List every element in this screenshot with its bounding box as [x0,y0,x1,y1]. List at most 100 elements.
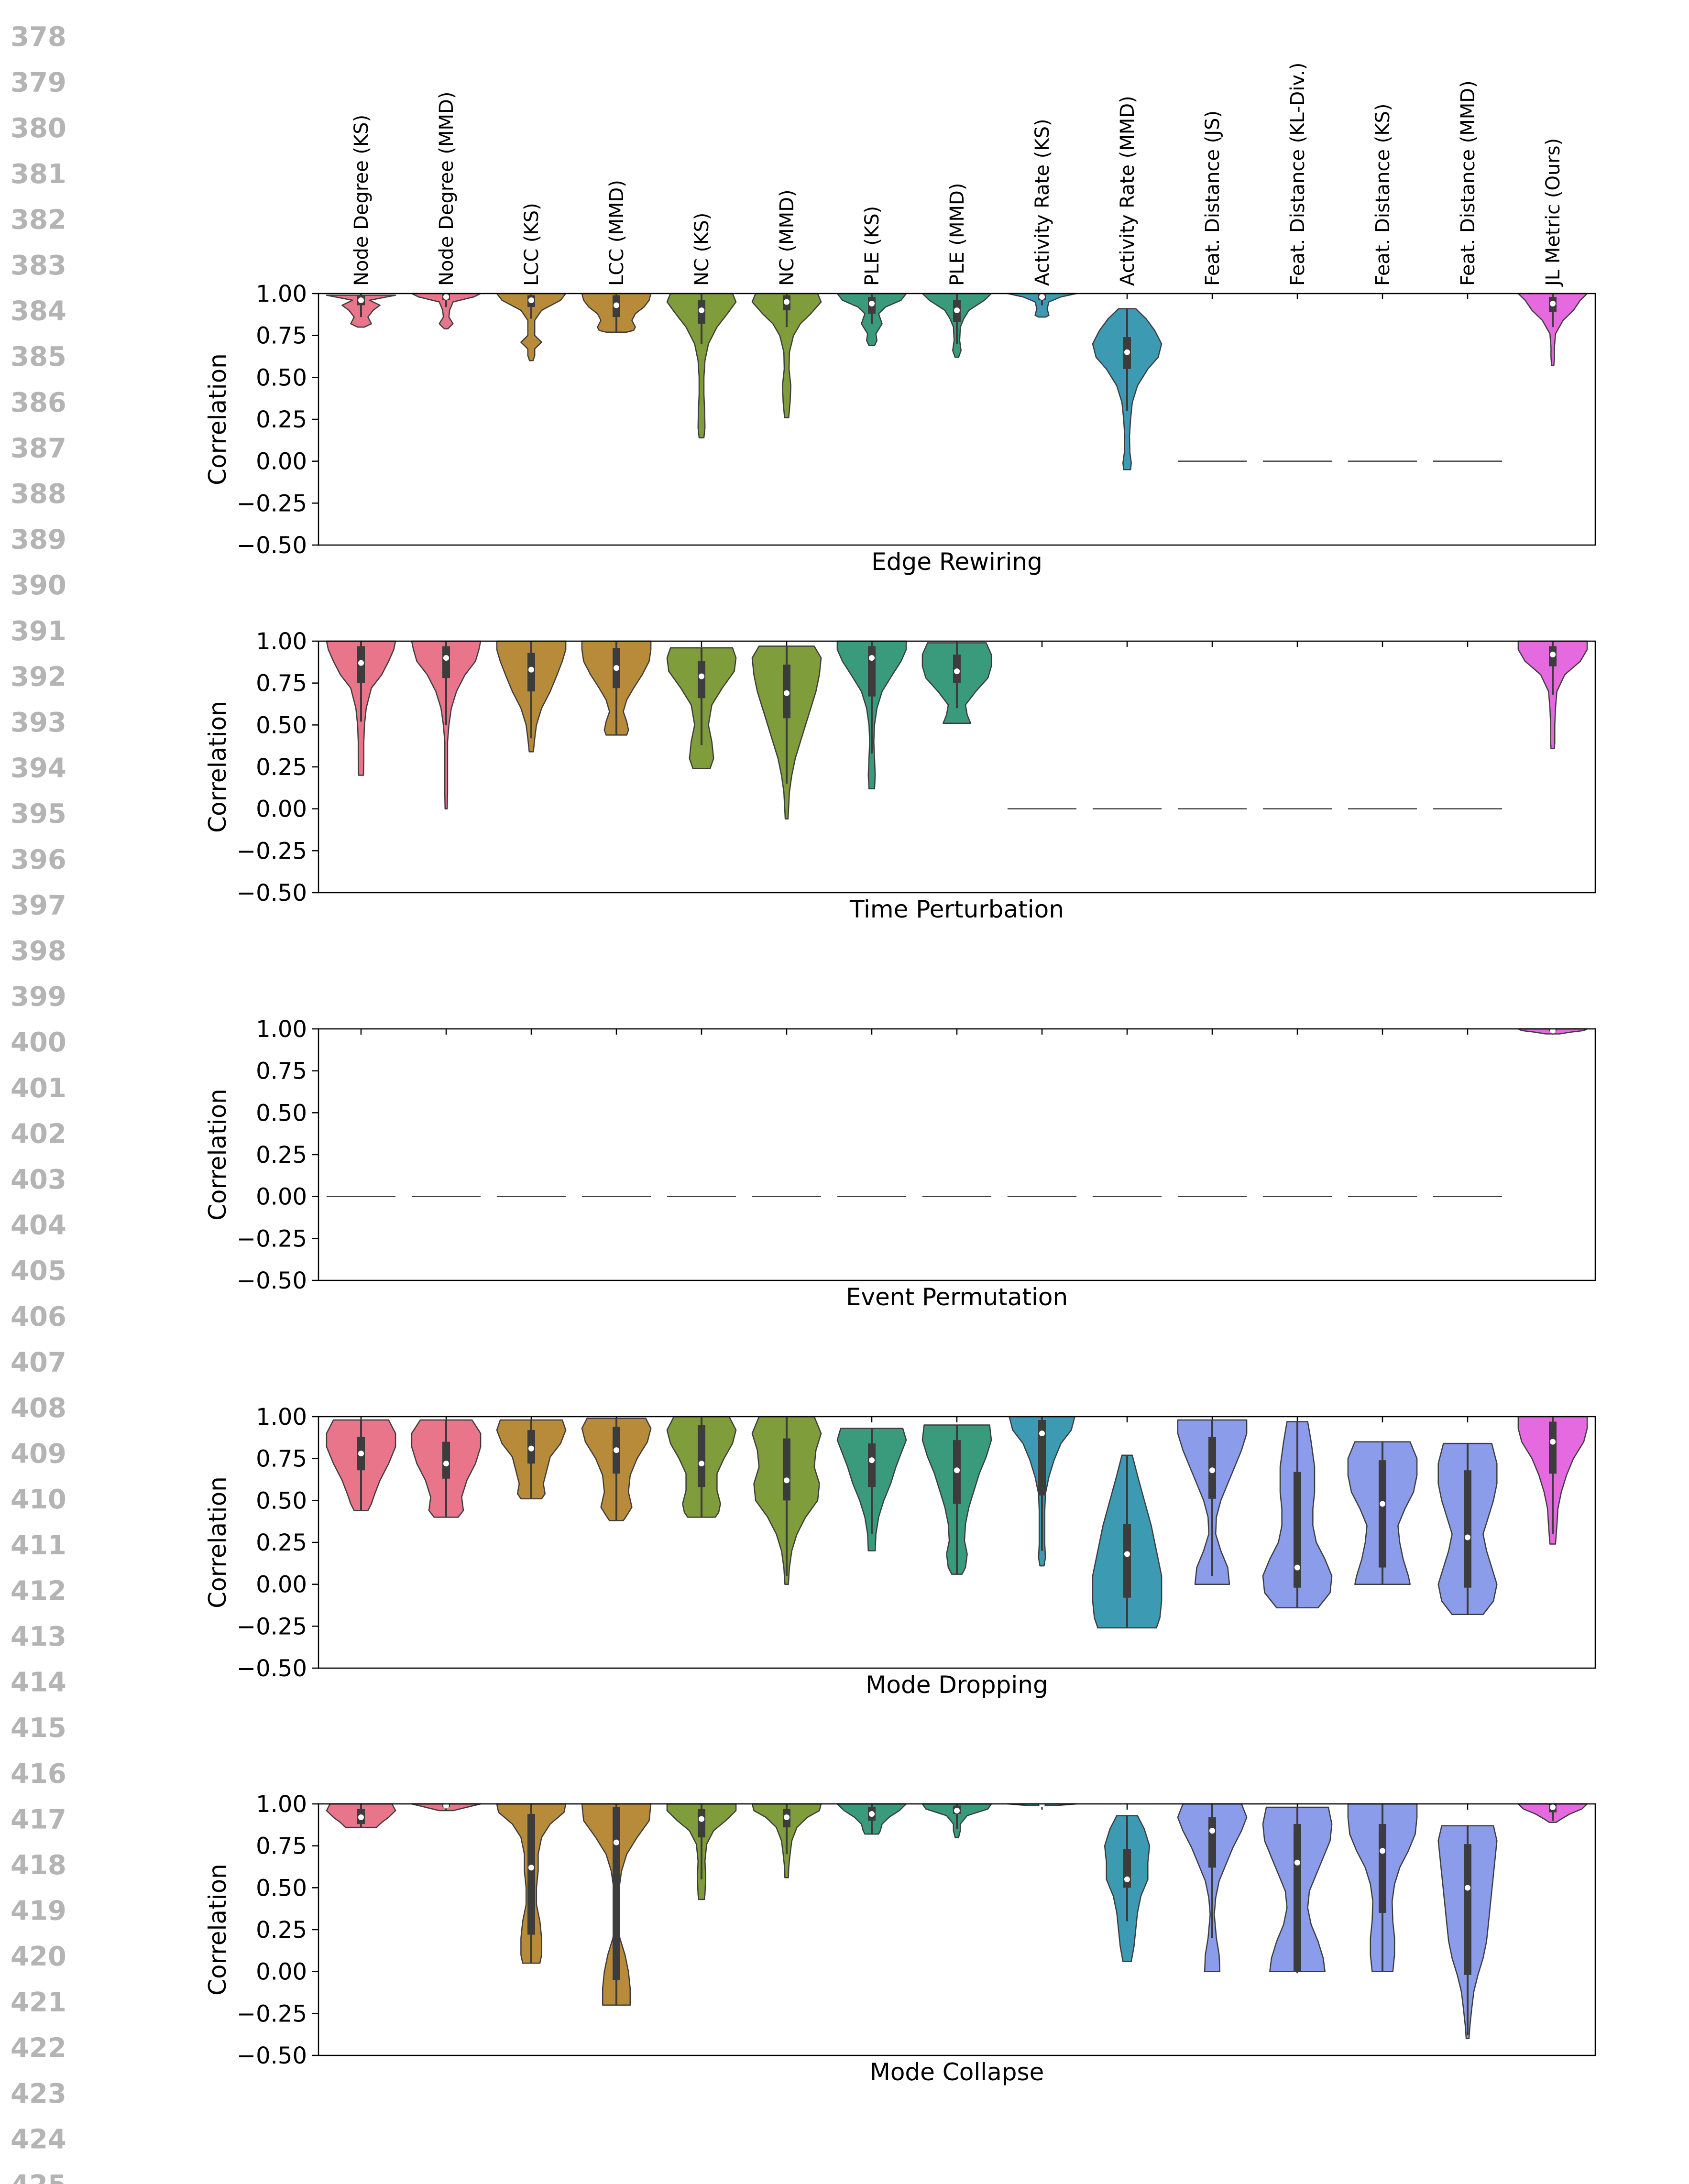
violin-median [528,297,534,304]
axes-frame [318,1416,1596,1669]
line-number: 393 [11,707,66,738]
line-number: 392 [11,661,66,692]
y-axis-label: Correlation [204,1476,231,1608]
violin-panel: −0.50 −0.25 0.00 0.25 0.50 0.75 1.00 Correlatio… [204,628,1596,923]
metric-label: Node Degree (KS) [351,115,373,286]
violin-iqr-box [1123,1524,1131,1598]
line-number: 388 [11,479,66,510]
violin-median [869,1811,875,1817]
metric-label: Feat. Distance (JS) [1202,110,1224,286]
y-tick-label: −0.50 [237,532,307,559]
panel-title: Edge Rewiring [871,548,1042,576]
y-axis-label: Correlation [204,701,231,833]
line-number: 405 [11,1256,66,1287]
violin-panel: −0.50 −0.25 0.00 0.25 0.50 0.75 1.00 Correlatio… [204,281,1596,576]
violin-iqr-box [527,1814,535,1935]
y-tick-label: 1.00 [256,1016,307,1043]
y-tick-label: −0.25 [237,2000,307,2027]
y-tick-label: 1.00 [256,628,307,655]
y-tick-label: 0.00 [256,1572,307,1598]
line-number: 402 [11,1118,66,1149]
violin-median [614,665,619,671]
violin-median [358,660,364,666]
y-tick-label: 0.75 [256,1058,307,1085]
violin-median [443,1461,449,1467]
y-tick-label: −0.50 [237,1655,307,1682]
y-tick-label: 0.00 [256,448,307,475]
axes-frame [318,1028,1596,1281]
violin-median [1550,1439,1556,1445]
metric-label: PLE (KS) [861,206,883,286]
line-number: 386 [11,387,66,418]
violin-median [358,1814,364,1821]
line-number: 420 [11,1941,66,1972]
violin-iqr-box [1294,1824,1301,1972]
violin-median [1550,301,1556,307]
y-tick-label: 1.00 [256,1791,307,1818]
violin-iqr-box [698,661,705,699]
line-number: 416 [11,1758,66,1790]
violin-median [869,655,875,661]
line-number: 419 [11,1896,66,1927]
axes-frame [318,1803,1596,2056]
metric-label: Feat. Distance (KS) [1372,103,1394,286]
violin-median [699,1816,704,1822]
violin-median [869,1457,875,1463]
violin-median [699,307,704,314]
violin-iqr-box [1208,1817,1216,1868]
line-number: 424 [11,2124,66,2155]
violin-median [784,690,790,696]
y-axis-label: Correlation [204,1089,231,1221]
violin-median [699,1461,704,1467]
y-tick-label: 0.25 [256,754,307,781]
violin-iqr-box [442,1441,450,1479]
line-number: 411 [11,1530,66,1561]
line-number: 380 [11,113,66,144]
violin-median [869,301,875,307]
violin-median [358,297,364,304]
panel-title: Mode Dropping [866,1671,1048,1699]
metric-label: LCC (KS) [521,203,543,286]
violin-median [784,299,790,305]
y-tick-label: 0.75 [256,323,307,349]
line-number: 425 [11,2170,66,2184]
y-tick-label: 0.25 [256,1917,307,1944]
violin-iqr-box [1379,1824,1386,1913]
line-number: 387 [11,433,66,464]
line-number: 378 [11,22,66,53]
line-number: 399 [11,982,66,1013]
violin-iqr-box [1464,1844,1471,1975]
violin-median [784,1814,790,1821]
violin-body [411,640,482,809]
violin-iqr-box [868,1443,876,1487]
y-axis-label: Correlation [204,353,231,485]
violin-median [1209,1467,1215,1474]
violin-body [1007,293,1077,318]
y-tick-label: 0.50 [256,1100,307,1126]
line-number: 397 [11,890,66,921]
violin-median [1039,1431,1045,1437]
y-tick-label: −0.25 [237,838,307,864]
line-number: 415 [11,1713,66,1744]
y-tick-label: 0.75 [256,1446,307,1473]
axes-frame [318,640,1596,894]
y-tick-label: 0.00 [256,1959,307,1986]
metric-column-labels: Node Degree (KS) Node Degree (MMD) LCC (KS… [351,63,1564,287]
violin-iqr-box [1549,1421,1557,1474]
y-tick-label: −0.25 [237,1225,307,1252]
line-number: 413 [11,1621,66,1652]
line-number: 421 [11,1987,66,2018]
y-tick-label: 0.50 [256,1875,307,1901]
line-number: 400 [11,1027,66,1058]
violin-median [1465,1534,1470,1540]
violin-median [1294,1859,1300,1866]
violin-iqr-box [698,1425,705,1487]
line-number: 383 [11,250,66,281]
violin-iqr-box [1464,1470,1471,1588]
violin-body [1517,293,1588,367]
violin-median [699,673,704,679]
line-number: 381 [11,159,66,190]
metric-label: Feat. Distance (KL-Div.) [1287,63,1309,286]
line-number: 403 [11,1164,66,1195]
